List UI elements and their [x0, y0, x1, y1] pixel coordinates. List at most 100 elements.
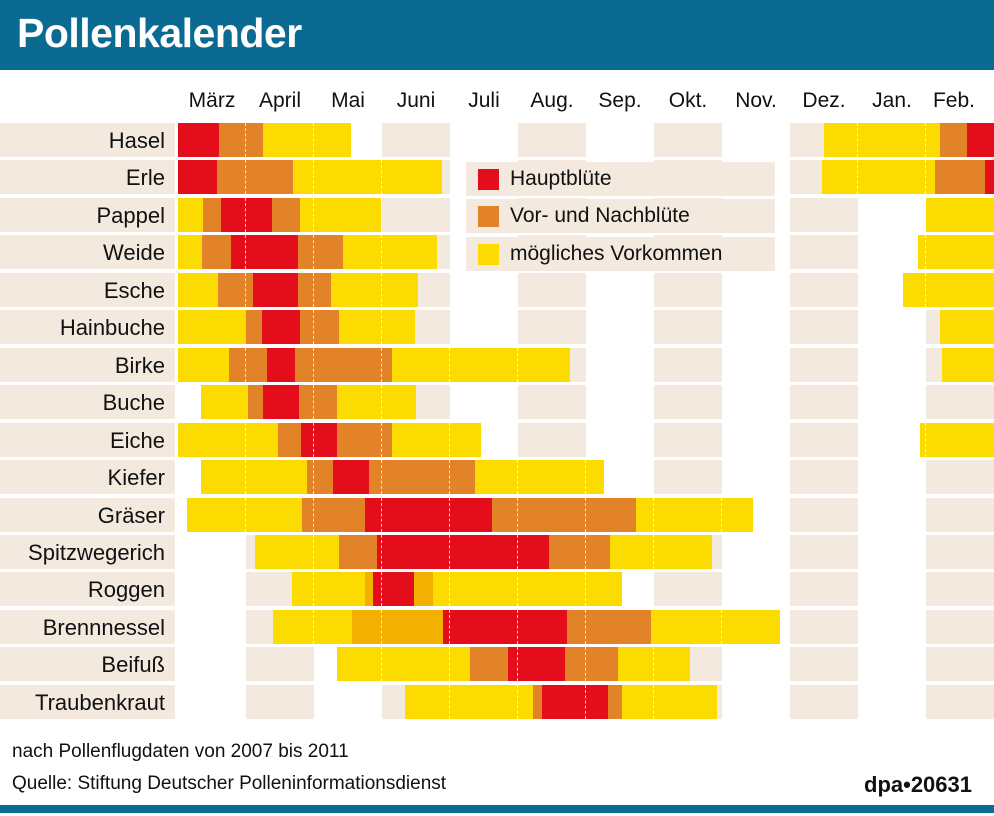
month-divider — [449, 422, 451, 457]
bar-segment-vor-nachbluete — [297, 235, 344, 270]
month-divider — [653, 534, 655, 569]
bar-segment-vor-nachbluete — [607, 684, 623, 719]
bar-segment-moeglich — [405, 684, 533, 719]
month-background-cell — [926, 684, 994, 719]
row-label-cell: Gräser — [0, 497, 175, 532]
month-background-cell — [790, 572, 858, 607]
month-background-cell — [790, 197, 858, 232]
month-background-cell — [926, 572, 994, 607]
bar-segment-moeglich — [337, 647, 470, 682]
month-divider — [585, 684, 587, 719]
row-label: Roggen — [87, 577, 165, 603]
bar-segment-vor-nachbluete-light — [413, 572, 433, 607]
row-label: Gräser — [97, 502, 165, 528]
row-label: Erle — [125, 165, 165, 191]
month-background-cell — [926, 534, 994, 569]
month-divider — [857, 160, 859, 195]
month-background-cell — [926, 497, 994, 532]
bar-segment-moeglich — [201, 385, 249, 420]
month-background-cell — [790, 310, 858, 345]
row-label: Hainbuche — [59, 315, 165, 341]
bar-segment-moeglich — [263, 123, 352, 157]
month-divider — [313, 272, 315, 307]
month-background-cell — [518, 422, 586, 457]
month-divider — [381, 235, 383, 270]
bar-segment-hauptbluete — [301, 422, 338, 457]
bar-segment-moeglich — [609, 534, 712, 569]
month-divider — [449, 347, 451, 382]
bar-segment-moeglich — [178, 197, 204, 232]
month-divider — [381, 497, 383, 532]
bar-segment-hauptbluete — [443, 609, 567, 644]
bar-segment-moeglich — [273, 609, 353, 644]
bar-segment-hauptbluete — [263, 385, 300, 420]
bar-segment-vor-nachbluete — [271, 197, 300, 232]
month-divider — [449, 460, 451, 495]
row-label: Pappel — [96, 202, 165, 228]
bar-segment-hauptbluete — [178, 123, 219, 157]
bar-segment-moeglich — [254, 534, 340, 569]
row-label: Birke — [114, 352, 165, 378]
bar-segment-vor-nachbluete-light — [365, 572, 374, 607]
row-label: Traubenkraut — [34, 689, 165, 715]
month-label: Feb. — [932, 89, 976, 112]
bar-segment-vor-nachbluete — [492, 497, 637, 532]
row-label-cell: Roggen — [0, 572, 175, 607]
month-divider — [517, 609, 519, 644]
bar-segment-vor-nachbluete — [229, 347, 268, 382]
bar-segment-moeglich — [824, 123, 940, 157]
month-divider — [517, 684, 519, 719]
month-divider — [449, 609, 451, 644]
footer-bar — [0, 805, 994, 813]
month-divider — [245, 235, 247, 270]
bar-segment-moeglich — [299, 197, 382, 232]
bar-segment-moeglich — [292, 160, 442, 195]
month-divider — [925, 123, 927, 157]
bar-segment-hauptbluete — [541, 684, 608, 719]
month-background-cell — [654, 460, 722, 495]
month-background-cell — [790, 609, 858, 644]
month-divider — [313, 197, 315, 232]
bar-segment-vor-nachbluete — [469, 647, 508, 682]
month-divider — [313, 160, 315, 195]
month-divider — [313, 385, 315, 420]
bar-segment-hauptbluete — [966, 123, 994, 157]
bar-segment-vor-nachbluete — [532, 684, 542, 719]
month-divider — [653, 684, 655, 719]
legend-item: mögliches Vorkommen — [466, 236, 775, 271]
bar-segment-moeglich — [821, 160, 935, 195]
month-divider — [517, 460, 519, 495]
month-background-cell — [654, 123, 722, 157]
bar-segment-moeglich — [926, 197, 994, 232]
month-divider — [925, 235, 927, 270]
row-label: Buche — [102, 390, 165, 416]
month-divider — [381, 310, 383, 345]
month-background-cell — [790, 460, 858, 495]
legend-item: Vor- und Nachblüte — [466, 199, 775, 234]
bar-segment-vor-nachbluete — [307, 460, 334, 495]
bar-segment-moeglich — [902, 272, 994, 307]
bar-segment-moeglich — [622, 684, 718, 719]
month-background-cell — [518, 272, 586, 307]
bar-segment-vor-nachbluete — [299, 385, 338, 420]
row-label-cell: Eiche — [0, 422, 175, 457]
bar-segment-vor-nachbluete — [299, 310, 340, 345]
bar-segment-vor-nachbluete — [246, 310, 263, 345]
bar-segment-vor-nachbluete — [203, 197, 221, 232]
bar-segment-hauptbluete — [262, 310, 300, 345]
bar-segment-vor-nachbluete — [201, 235, 232, 270]
month-divider — [653, 497, 655, 532]
legend-label: Hauptblüte — [510, 167, 612, 190]
bar-segment-hauptbluete — [985, 160, 994, 195]
credit-label: dpa•20631 — [864, 772, 972, 797]
month-divider — [313, 123, 315, 157]
month-divider — [381, 422, 383, 457]
month-background-cell — [790, 684, 858, 719]
month-label: Mai — [331, 89, 365, 112]
bar-segment-moeglich — [917, 235, 994, 270]
bar-segment-hauptbluete — [220, 197, 272, 232]
bar-segment-moeglich — [475, 460, 604, 495]
month-label: Aug. — [530, 89, 574, 112]
month-background-cell — [654, 347, 722, 382]
bar-segment-vor-nachbluete — [216, 160, 293, 195]
